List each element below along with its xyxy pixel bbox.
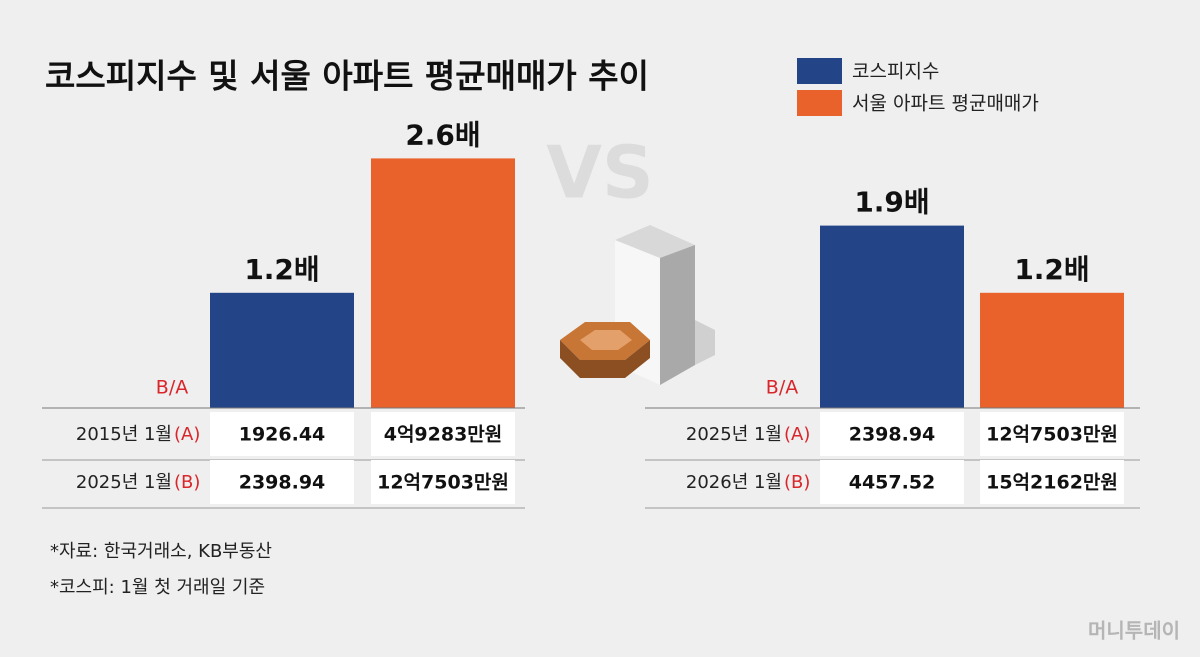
title: 코스피지수 및 서울 아파트 평균매매가 추이 (45, 57, 649, 96)
table-cell-bg (980, 412, 1124, 456)
row-tag: (A) (784, 424, 810, 445)
brand: 머니투데이 (1088, 619, 1180, 643)
table-cell-bg (371, 460, 515, 504)
table-cell-bg (210, 412, 354, 456)
table-cell: 4457.52 (849, 472, 936, 494)
building-illustration (560, 225, 715, 385)
value-label: 1.9배 (854, 186, 929, 219)
legend-swatch (797, 90, 842, 116)
table-cell-bg (820, 460, 964, 504)
table-cell: 15억2162만원 (986, 472, 1118, 494)
row-tag: (B) (174, 472, 200, 493)
value-label: 1.2배 (1014, 253, 1089, 286)
legend-swatch (797, 58, 842, 84)
value-label: 2.6배 (405, 118, 480, 151)
row-label: 2015년 1월 (76, 424, 172, 445)
legend-label: 서울 아파트 평균매매가 (852, 93, 1039, 115)
table-cell: 12억7503만원 (986, 424, 1118, 446)
table-cell-bg (980, 460, 1124, 504)
table-cell-bg (210, 460, 354, 504)
category-label: B/A (766, 377, 798, 399)
table-cell: 12억7503만원 (377, 472, 509, 494)
table-cell-bg (371, 412, 515, 456)
row-label: 2025년 1월 (686, 424, 782, 445)
row-tag: (A) (174, 424, 200, 445)
legend-label: 코스피지수 (852, 61, 939, 83)
table-cell: 4억9283만원 (384, 424, 503, 446)
row-label: 2026년 1월 (686, 472, 782, 493)
bar (980, 292, 1124, 408)
bar (371, 158, 515, 408)
row-tag: (B) (784, 472, 810, 493)
table-cell-bg (820, 412, 964, 456)
table-cell: 2398.94 (239, 472, 326, 494)
bar (210, 292, 354, 408)
note: *자료: 한국거래소, KB부동산 (50, 541, 272, 562)
note: *코스피: 1월 첫 거래일 기준 (50, 577, 265, 598)
vs-label: VS (546, 131, 654, 215)
row-label: 2025년 1월 (76, 472, 172, 493)
bar (820, 225, 964, 408)
table-cell: 1926.44 (239, 424, 326, 446)
category-label: B/A (156, 377, 188, 399)
value-label: 1.2배 (244, 253, 319, 286)
table-cell: 2398.94 (849, 424, 936, 446)
